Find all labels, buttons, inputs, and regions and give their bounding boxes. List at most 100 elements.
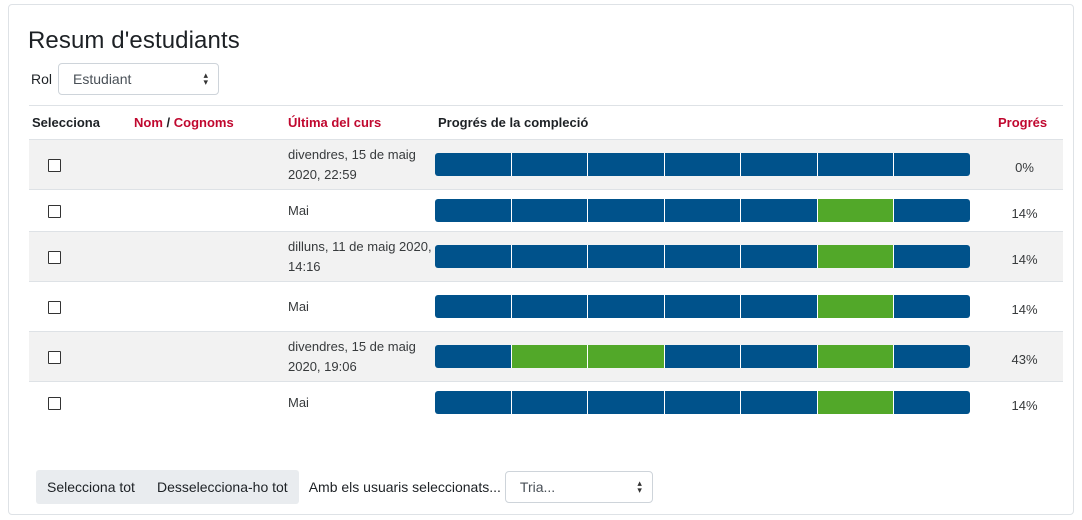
activity-incomplete-segment[interactable] (511, 153, 589, 176)
activity-complete-segment[interactable] (511, 345, 589, 368)
activity-incomplete-segment[interactable] (435, 345, 512, 368)
bulk-actions: Selecciona tot Desselecciona-ho tot Amb … (36, 470, 653, 504)
select-cell (29, 381, 131, 424)
name-cell (131, 331, 285, 382)
activity-incomplete-segment[interactable] (664, 245, 742, 268)
with-selected-label: Amb els usuaris seleccionats... (308, 479, 501, 495)
row-checkbox[interactable] (48, 301, 61, 315)
activity-incomplete-segment[interactable] (894, 345, 970, 368)
activity-incomplete-segment[interactable] (435, 295, 512, 318)
name-separator: / (166, 115, 171, 130)
activity-incomplete-segment[interactable] (664, 153, 742, 176)
activity-incomplete-segment[interactable] (741, 153, 818, 176)
activity-incomplete-segment[interactable] (511, 199, 589, 222)
select-cell (29, 281, 131, 332)
row-checkbox[interactable] (48, 251, 61, 265)
activity-incomplete-segment[interactable] (894, 245, 970, 268)
select-all-button[interactable]: Selecciona tot (36, 470, 146, 504)
activity-incomplete-segment[interactable] (664, 391, 742, 415)
bulk-action-select[interactable]: Tria... ▴ ▾ (504, 471, 653, 503)
sort-last-access-link[interactable]: Última del curs (285, 105, 435, 140)
table-row: Mai 14% (29, 281, 1063, 332)
activity-complete-segment[interactable] (817, 391, 895, 415)
sort-progress-link[interactable]: Progrés (986, 105, 1063, 140)
activity-complete-segment[interactable] (817, 199, 895, 222)
activity-incomplete-segment[interactable] (741, 295, 818, 318)
activity-incomplete-segment[interactable] (435, 391, 512, 415)
activity-incomplete-segment[interactable] (435, 245, 512, 268)
role-select[interactable]: Estudiant ▴ ▾ (58, 63, 220, 95)
table-row: Mai 14% (29, 189, 1063, 232)
activity-incomplete-segment[interactable] (664, 199, 742, 222)
role-label: Rol (31, 71, 53, 87)
name-cell (131, 231, 285, 282)
activity-incomplete-segment[interactable] (511, 391, 589, 415)
activity-complete-segment[interactable] (588, 345, 665, 368)
activity-incomplete-segment[interactable] (588, 295, 665, 318)
select-cell (29, 139, 131, 190)
progress-percent: 14% (986, 281, 1063, 332)
completion-bar (435, 345, 970, 368)
activity-incomplete-segment[interactable] (511, 245, 589, 268)
progress-percent: 14% (986, 189, 1063, 232)
sort-first-name-link[interactable]: Nom (134, 115, 163, 130)
activity-incomplete-segment[interactable] (741, 345, 818, 368)
activity-incomplete-segment[interactable] (588, 199, 665, 222)
activity-incomplete-segment[interactable] (741, 391, 818, 415)
completion-cell (435, 281, 986, 332)
activity-incomplete-segment[interactable] (894, 295, 970, 318)
name-cell (131, 381, 285, 424)
progress-percent: 43% (986, 331, 1063, 382)
completion-cell (435, 139, 986, 190)
activity-incomplete-segment[interactable] (435, 199, 512, 222)
page-title: Resum d'estudiants (28, 27, 240, 54)
select-cell (29, 189, 131, 232)
select-button-group: Selecciona tot Desselecciona-ho tot (36, 470, 299, 504)
activity-incomplete-segment[interactable] (664, 345, 742, 368)
activity-incomplete-segment[interactable] (588, 391, 665, 415)
row-checkbox[interactable] (48, 205, 61, 219)
activity-complete-segment[interactable] (817, 245, 895, 268)
table-row: divendres, 15 de maig 2020, 22:59 0% (29, 139, 1063, 190)
progress-percent: 14% (986, 231, 1063, 282)
activity-incomplete-segment[interactable] (741, 245, 818, 268)
participants-table: Selecciona Nom / Cognoms Última del curs… (29, 105, 1063, 424)
row-checkbox[interactable] (48, 351, 61, 365)
activity-incomplete-segment[interactable] (894, 199, 970, 222)
activity-incomplete-segment[interactable] (511, 295, 589, 318)
completion-cell (435, 381, 986, 424)
last-access-cell: dilluns, 11 de maig 2020, 14:16 (285, 231, 435, 282)
activity-incomplete-segment[interactable] (588, 245, 665, 268)
completion-bar (435, 391, 970, 415)
last-access-cell: Mai (285, 189, 435, 232)
row-checkbox[interactable] (48, 159, 61, 173)
activity-incomplete-segment[interactable] (741, 199, 818, 222)
select-cell (29, 331, 131, 382)
activity-complete-segment[interactable] (817, 345, 895, 368)
activity-incomplete-segment[interactable] (894, 391, 970, 415)
last-access-cell: divendres, 15 de maig 2020, 22:59 (285, 139, 435, 190)
table-body: divendres, 15 de maig 2020, 22:59 0% Mai 14… (29, 139, 1063, 424)
completion-cell (435, 231, 986, 282)
deselect-all-button[interactable]: Desselecciona-ho tot (146, 470, 299, 504)
completion-cell (435, 189, 986, 232)
table-row: Mai 14% (29, 381, 1063, 424)
completion-bar (435, 199, 970, 222)
activity-incomplete-segment[interactable] (664, 295, 742, 318)
progress-percent: 0% (986, 139, 1063, 190)
header-name: Nom / Cognoms (131, 105, 285, 140)
activity-complete-segment[interactable] (817, 295, 895, 318)
row-checkbox[interactable] (48, 397, 61, 411)
activity-incomplete-segment[interactable] (588, 153, 665, 176)
completion-bar (435, 245, 970, 268)
table-header-row: Selecciona Nom / Cognoms Última del curs… (29, 105, 1063, 140)
sort-last-name-link[interactable]: Cognoms (173, 115, 234, 130)
table-row: divendres, 15 de maig 2020, 19:06 43% (29, 331, 1063, 382)
header-select: Selecciona (29, 105, 131, 140)
activity-incomplete-segment[interactable] (817, 153, 895, 176)
completion-cell (435, 331, 986, 382)
select-caret-icon: ▴ ▾ (203, 70, 209, 87)
activity-incomplete-segment[interactable] (894, 153, 970, 176)
activity-incomplete-segment[interactable] (435, 153, 512, 176)
table-row: dilluns, 11 de maig 2020, 14:16 14% (29, 231, 1063, 282)
